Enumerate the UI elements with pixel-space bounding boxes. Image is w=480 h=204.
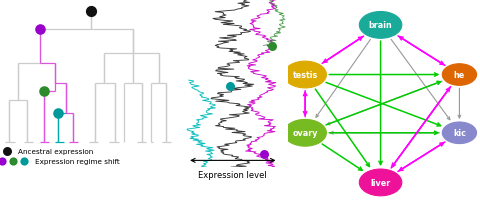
- Circle shape: [442, 64, 477, 86]
- Point: [36, 29, 44, 32]
- Point: [0, 160, 6, 163]
- Text: ovary: ovary: [292, 129, 318, 138]
- Point: [268, 45, 276, 49]
- Circle shape: [360, 169, 402, 196]
- Point: [20, 160, 27, 163]
- Text: he: he: [454, 71, 465, 80]
- Text: liver: liver: [371, 178, 391, 187]
- Text: kic: kic: [453, 129, 466, 138]
- Point: [3, 150, 11, 153]
- Point: [55, 112, 62, 115]
- Point: [227, 85, 234, 89]
- Text: Expression regime shift: Expression regime shift: [35, 159, 120, 164]
- Text: Expression level: Expression level: [198, 171, 267, 180]
- Point: [260, 152, 268, 155]
- Circle shape: [284, 120, 326, 146]
- Circle shape: [360, 12, 402, 39]
- Point: [9, 160, 17, 163]
- Circle shape: [442, 122, 477, 144]
- Point: [40, 90, 48, 94]
- Circle shape: [284, 62, 326, 89]
- Text: Ancestral expression: Ancestral expression: [18, 148, 94, 154]
- Text: testis: testis: [292, 71, 318, 80]
- Text: brain: brain: [369, 21, 393, 30]
- Point: [87, 10, 95, 13]
